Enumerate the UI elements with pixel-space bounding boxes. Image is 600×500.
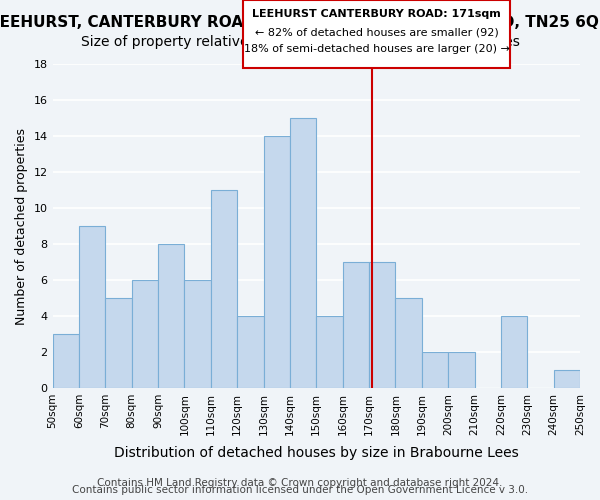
Bar [290, 118, 316, 388]
Bar [316, 316, 343, 388]
Bar [263, 136, 290, 388]
Text: LEEHURST, CANTERBURY ROAD, BRABOURNE LEES, ASHFORD, TN25 6QP: LEEHURST, CANTERBURY ROAD, BRABOURNE LEE… [0, 15, 600, 30]
Text: Contains public sector information licensed under the Open Government Licence v : Contains public sector information licen… [72, 485, 528, 495]
Bar [554, 370, 580, 388]
Bar [501, 316, 527, 388]
Bar [211, 190, 237, 388]
Text: 18% of semi-detached houses are larger (20) →: 18% of semi-detached houses are larger (… [244, 44, 509, 54]
Text: Contains HM Land Registry data © Crown copyright and database right 2024.: Contains HM Land Registry data © Crown c… [97, 478, 503, 488]
Bar [131, 280, 158, 388]
X-axis label: Distribution of detached houses by size in Brabourne Lees: Distribution of detached houses by size … [114, 446, 518, 460]
Bar [158, 244, 184, 388]
Bar [369, 262, 395, 388]
Bar [395, 298, 422, 388]
Bar [79, 226, 105, 388]
Bar [448, 352, 475, 388]
Bar [53, 334, 79, 388]
Bar [105, 298, 131, 388]
Bar [422, 352, 448, 388]
Text: Size of property relative to detached houses in Brabourne Lees: Size of property relative to detached ho… [80, 35, 520, 49]
Y-axis label: Number of detached properties: Number of detached properties [15, 128, 28, 324]
Bar [343, 262, 369, 388]
Text: ← 82% of detached houses are smaller (92): ← 82% of detached houses are smaller (92… [254, 28, 499, 38]
Bar [237, 316, 263, 388]
Bar [184, 280, 211, 388]
Text: LEEHURST CANTERBURY ROAD: 171sqm: LEEHURST CANTERBURY ROAD: 171sqm [252, 9, 501, 19]
